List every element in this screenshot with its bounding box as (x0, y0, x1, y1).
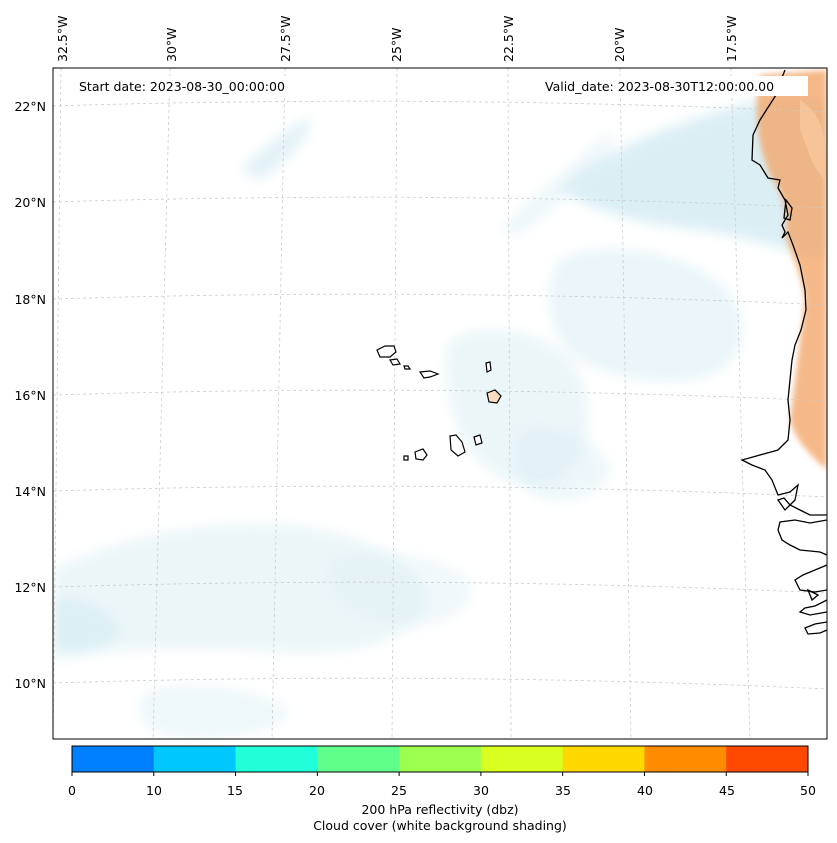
cape-verde-islands (376, 345, 502, 461)
colorbar-segment (399, 746, 482, 772)
latitude-labels: 22°N 20°N 18°N 16°N 14°N 12°N 10°N (14, 99, 46, 691)
lat-label: 12°N (14, 580, 46, 595)
island-santiago (449, 434, 466, 457)
warm-shading (756, 70, 827, 470)
cloud-patch-central-east (549, 249, 742, 381)
gridline-lat-22 (53, 100, 827, 113)
gridline-lon-30 (152, 68, 171, 739)
cloud-patch-east-south (512, 427, 610, 500)
lon-label: 30°W (164, 27, 179, 62)
colorbar-tick-label: 45 (719, 783, 735, 798)
colorbar-tick-label: 15 (227, 783, 243, 798)
warm-core-patch (800, 100, 827, 180)
cloud-patch-far-west (53, 599, 120, 652)
colorbar-tick-label: 10 (146, 783, 162, 798)
lat-label: 14°N (14, 484, 46, 499)
gridline-lon-32-5 (53, 68, 62, 739)
bay-inlet-1 (783, 198, 793, 221)
island-santo-antao (376, 345, 397, 358)
island-sao-vicente (389, 358, 401, 366)
lat-label: 22°N (14, 99, 46, 114)
coastline-guinea (804, 621, 827, 635)
cloud-band-diagonal-2 (500, 130, 612, 234)
colorbar (71, 745, 809, 776)
gridline-lat-20 (53, 196, 827, 209)
cloud-shading (53, 68, 827, 739)
lon-label: 22.5°W (501, 16, 516, 62)
coastline-gambia (777, 519, 827, 556)
coastline-mauritania-senegal (740, 69, 827, 516)
lon-label: 17.5°W (724, 16, 739, 62)
cloud-patch-south (139, 686, 290, 737)
colorbar-tick-label: 50 (800, 783, 816, 798)
colorbar-tick-label: 20 (309, 783, 325, 798)
valid-date-box (540, 76, 808, 96)
start-date-box (74, 76, 314, 96)
island-maio (473, 434, 483, 446)
gridline-lat-18 (53, 293, 827, 306)
colorbar-segment (153, 746, 237, 772)
start-date-label: Start date: 2023-08-30_00:00:00 (79, 79, 285, 94)
cloud-patch-mid-south (328, 552, 472, 626)
island-sal (485, 361, 492, 373)
lon-label: 32.5°W (55, 16, 70, 62)
lat-label: 18°N (14, 292, 46, 307)
cloud-band-diagonal-1 (240, 118, 311, 180)
lat-label: 10°N (14, 676, 46, 691)
gridline-lat-10 (53, 677, 827, 690)
gridline-lat-14 (53, 485, 827, 498)
colorbar-tick-label: 35 (555, 783, 571, 798)
gridline-lon-22-5 (507, 68, 512, 739)
island-sao-nicolau (418, 370, 440, 379)
colorbar-label-cloud-cover: Cloud cover (white background shading) (313, 818, 567, 833)
warm-patch-coast (756, 70, 827, 470)
lon-label: 25°W (389, 27, 404, 62)
colorbar-tick-label: 25 (391, 783, 407, 798)
colorbar-segment (644, 746, 727, 772)
lon-label: 27.5°W (278, 16, 293, 62)
cloud-patch-southwest (53, 524, 430, 660)
gridline-lon-17-5 (730, 68, 751, 739)
colorbar-segment (726, 746, 809, 772)
colorbar-border (71, 745, 809, 773)
lon-label: 20°W (612, 27, 627, 62)
valid-date-label: Valid_date: 2023-08-30T12:00:00.00 (545, 79, 774, 94)
gridlines (53, 68, 827, 739)
lat-label: 20°N (14, 195, 46, 210)
gridline-lat-16 (53, 389, 827, 402)
colorbar-tick-label: 0 (68, 783, 76, 798)
bay-inlet-3 (806, 588, 820, 602)
island-fogo (414, 448, 428, 461)
bay-inlet-2 (776, 497, 791, 512)
longitude-labels: 32.5°W 30°W 27.5°W 25°W 22.5°W 20°W 17.5… (55, 16, 739, 62)
lat-label: 16°N (14, 388, 46, 403)
map-border (52, 67, 828, 740)
island-brava (403, 455, 409, 461)
gridline-lon-27-5 (271, 68, 286, 739)
island-boa-vista (486, 389, 502, 404)
coastline-bijagos (798, 599, 827, 616)
colorbar-segment (235, 746, 318, 772)
warm-shading-core (800, 100, 827, 180)
colorbar-tick-label: 40 (637, 783, 653, 798)
colorbar-ticks: 0 10 15 20 25 30 35 40 45 50 (68, 783, 816, 798)
gridline-lon-20 (619, 68, 632, 739)
colorbar-segment (317, 746, 400, 772)
coastline-africa (740, 69, 827, 635)
coastline-guinea-bissau (794, 564, 827, 593)
colorbar-segment (562, 746, 645, 772)
colorbar-label-reflectivity: 200 hPa reflectivity (dbz) (361, 802, 518, 817)
colorbar-segment (72, 746, 155, 772)
colorbar-segment (480, 746, 564, 772)
gridline-lat-12 (53, 581, 827, 594)
colorbar-tick-label: 30 (473, 783, 489, 798)
gridline-lon-25 (391, 68, 398, 739)
island-santa-luzia (403, 365, 412, 370)
